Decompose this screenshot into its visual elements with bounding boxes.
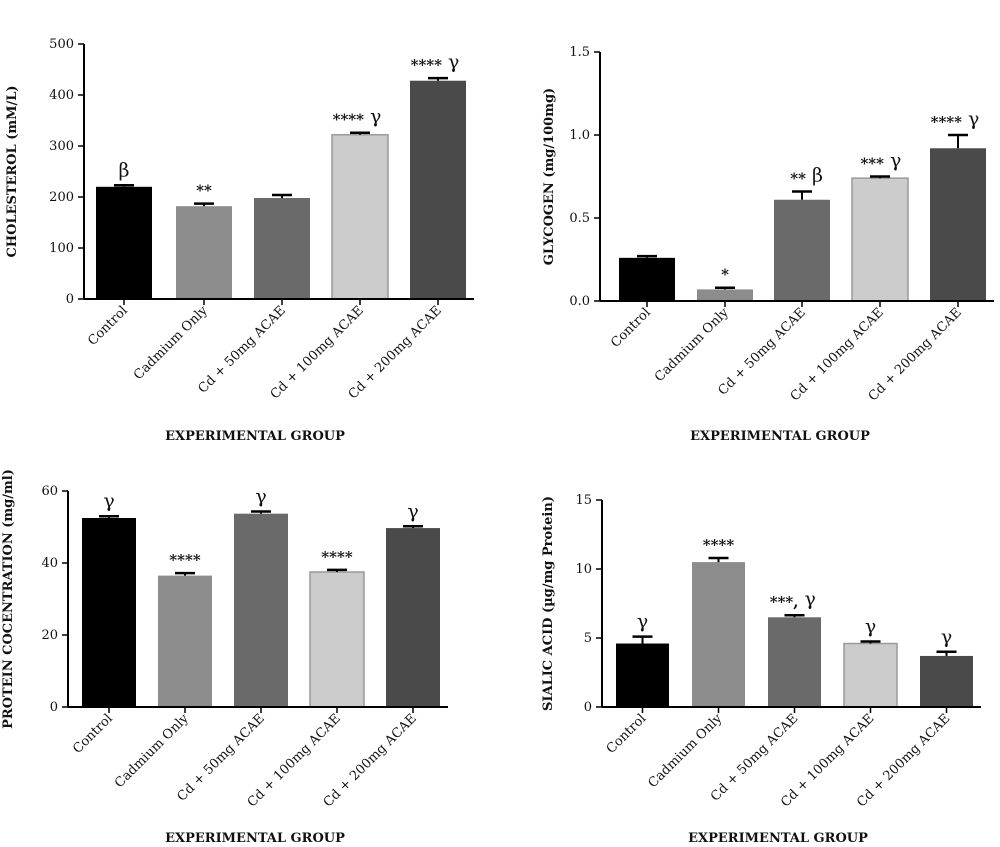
y-tick-label: 300	[49, 139, 74, 154]
bar-2	[697, 289, 753, 301]
bar-3	[774, 199, 830, 301]
y-tick-label: 400	[49, 88, 74, 103]
category-label: Cadmium Only	[646, 711, 726, 791]
y-tick-label: 1.5	[569, 45, 590, 60]
bar-5	[930, 148, 986, 301]
y-tick-label: 200	[49, 190, 74, 205]
significance-stars: ***,	[770, 593, 799, 611]
significance-greek: γ	[255, 486, 266, 508]
bar-2	[692, 562, 745, 707]
y-tick-label: 0.5	[569, 211, 590, 226]
y-tick-label: 0.0	[569, 294, 590, 309]
y-tick-label: 500	[49, 37, 74, 52]
y-tick-label: 100	[49, 241, 74, 256]
significance-stars: ****	[169, 551, 201, 569]
y-axis-label: CHOLESTEROL (mM/L)	[5, 85, 20, 257]
bar-3	[254, 198, 310, 299]
y-tick-label: 0	[584, 700, 592, 715]
significance-greek: γ	[370, 106, 381, 128]
category-label: Control	[85, 303, 131, 349]
significance-greek: γ	[637, 611, 648, 633]
x-axis-label: EXPERIMENTAL GROUP	[165, 831, 345, 846]
bar-4	[851, 177, 909, 302]
significance-greek: γ	[865, 615, 876, 637]
bar-2	[158, 575, 212, 707]
y-tick-label: 0	[66, 292, 74, 307]
significance-greek: γ	[805, 588, 816, 610]
y-axis-label: GLYCOGEN (mg/100mg)	[542, 88, 557, 265]
bar-1	[82, 518, 136, 707]
significance-greek: γ	[407, 500, 418, 522]
bar-4	[843, 642, 898, 708]
category-label: Cadmium Only	[131, 303, 211, 383]
y-tick-label: 1.0	[569, 128, 590, 143]
y-axis-label: PROTEIN COCENTRATION (mg/ml)	[1, 469, 16, 729]
y-tick-label: 10	[575, 562, 592, 577]
bar-1	[96, 186, 152, 299]
significance-stars: ****	[321, 548, 353, 566]
category-label: Control	[70, 711, 116, 757]
bar-2	[176, 206, 232, 299]
significance-greek: γ	[968, 108, 979, 130]
significance-greek: β	[812, 164, 823, 186]
bar-3	[768, 617, 821, 707]
y-tick-label: 15	[575, 493, 592, 508]
y-tick-label: 40	[41, 556, 58, 571]
significance-stars: *	[721, 266, 729, 284]
y-tick-label: 5	[584, 631, 592, 646]
significance-greek: γ	[941, 626, 952, 648]
significance-stars: ****	[333, 111, 365, 129]
significance-greek: γ	[890, 150, 901, 172]
y-axis-label: SIALIC ACID (µg/mg Protein)	[541, 496, 556, 711]
significance-stars: ***	[860, 155, 884, 173]
bar-5	[386, 528, 440, 707]
x-axis-label: EXPERIMENTAL GROUP	[688, 831, 868, 846]
bar-4	[309, 571, 365, 708]
significance-greek: γ	[448, 51, 459, 73]
y-tick-label: 20	[41, 628, 58, 643]
significance-greek: γ	[103, 490, 114, 512]
category-label: Cd + 50mg ACAE	[196, 303, 289, 396]
significance-stars: **	[196, 182, 212, 200]
category-label: Control	[608, 305, 654, 351]
category-label: Cadmium Only	[112, 711, 192, 791]
significance-greek: β	[119, 159, 130, 181]
bar-3	[234, 513, 288, 707]
bar-1	[619, 257, 675, 301]
significance-stars: ****	[931, 113, 963, 131]
category-label: Cadmium Only	[652, 305, 732, 385]
category-label: Control	[604, 711, 650, 757]
bar-5	[410, 80, 466, 299]
significance-stars: **	[790, 169, 806, 187]
y-tick-label: 0	[50, 700, 58, 715]
significance-stars: ****	[411, 56, 443, 74]
x-axis-label: EXPERIMENTAL GROUP	[690, 429, 870, 444]
bar-5	[920, 655, 973, 707]
chart-panel-2: Control * Cadmium Only ** β Cd + 50mg ACAE ***…	[542, 45, 994, 444]
significance-stars: ****	[703, 536, 735, 554]
x-axis-label: EXPERIMENTAL GROUP	[165, 429, 345, 444]
category-label: Cd + 50mg ACAE	[716, 305, 809, 398]
y-tick-label: 60	[41, 484, 58, 499]
bar-1	[616, 643, 669, 707]
bar-4	[331, 134, 389, 300]
